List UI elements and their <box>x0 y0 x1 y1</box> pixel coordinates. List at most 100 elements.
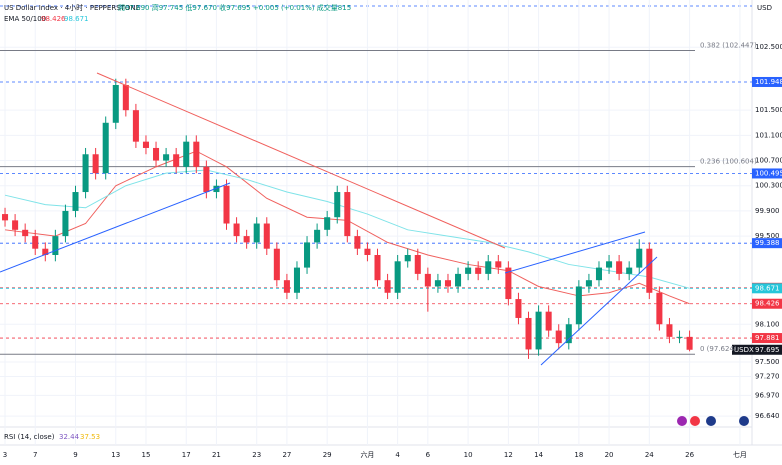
price-tag-label: 97.881 <box>755 334 780 342</box>
y-tick-label: 102.500 <box>755 43 782 51</box>
candle-body <box>555 330 562 344</box>
x-tick-label: 9 <box>73 451 77 459</box>
candle-body <box>595 267 603 281</box>
candle-body <box>12 220 19 230</box>
fib-label: 0 (97.624) <box>700 345 737 353</box>
tags-layer: 101.948100.49599.38898.67998.67198.42697… <box>732 76 782 355</box>
candle-body <box>193 141 200 167</box>
y-tick-label: 98.100 <box>755 320 780 328</box>
candle-body <box>646 248 653 293</box>
candle-body <box>374 255 381 281</box>
candle-body <box>414 255 421 274</box>
candle-body <box>606 261 613 268</box>
x-tick-label: 6 <box>426 451 431 459</box>
candle-body <box>2 214 9 221</box>
price-tag <box>752 298 782 309</box>
candle-body <box>263 223 270 249</box>
ema-label: EMA 50/100 <box>4 15 46 23</box>
y-tick-label: 99.500 <box>755 232 780 240</box>
price-tag <box>752 333 782 344</box>
candle-body <box>485 261 492 274</box>
event-icon[interactable] <box>690 416 700 426</box>
y-tick-label: 97.500 <box>755 358 780 366</box>
x-tick-label: 13 <box>111 451 120 459</box>
candle-body <box>72 192 79 211</box>
x-tick-label: 14 <box>534 451 543 459</box>
candle-body <box>616 261 623 274</box>
symbol-label: USDX <box>734 346 754 354</box>
candle-body <box>354 236 361 249</box>
marks-layer <box>2 78 693 359</box>
x-tick-label: 六月 <box>360 450 374 459</box>
event-icon[interactable] <box>706 416 716 426</box>
candle-body <box>293 267 300 293</box>
y-tick-label: 96.640 <box>755 412 780 420</box>
x-tick-label: 21 <box>212 451 221 459</box>
price-tag-label: 99.388 <box>755 239 780 247</box>
last-price-label: 97.695 <box>755 346 780 354</box>
candle-body <box>122 85 129 111</box>
event-icon[interactable] <box>677 416 687 426</box>
candle-body <box>153 147 160 161</box>
candle-body <box>132 110 139 142</box>
candle-body <box>444 280 451 287</box>
ema100-value: 98.671 <box>64 15 89 23</box>
candle-body <box>686 336 693 350</box>
symbol-tag <box>732 344 752 355</box>
y-tick-label: 101.500 <box>755 106 782 114</box>
price-tag-label: 98.426 <box>755 300 780 308</box>
candle-body <box>233 223 240 237</box>
ema-line <box>4 150 690 305</box>
x-tick-label: 24 <box>645 451 654 459</box>
fib-label: 0.382 (102.447) <box>700 42 757 50</box>
y-tick-label: 101.100 <box>755 131 782 139</box>
candle-body <box>32 236 39 249</box>
rsi-value: 32.44 <box>59 433 80 441</box>
candle-body <box>465 267 472 274</box>
price-tag-label: 101.948 <box>755 78 782 86</box>
candle-body <box>565 324 572 344</box>
candle-body <box>42 248 49 255</box>
y-tick-label: 100.300 <box>755 182 782 190</box>
candle-body <box>203 166 210 193</box>
x-tick-label: 12 <box>504 451 513 459</box>
candle-body <box>324 217 331 230</box>
candle-body <box>525 317 532 350</box>
y-tick-label: 96.970 <box>755 391 780 399</box>
header-ohlc: 開97.690 高97.745 低97.670 收97.695 +0.005 (… <box>118 3 351 12</box>
candle-body <box>666 324 673 337</box>
price-tag-label: 100.495 <box>755 169 782 177</box>
candle-body <box>183 141 190 167</box>
candle-body <box>283 280 290 293</box>
x-tick-label: 15 <box>142 451 151 459</box>
candle-body <box>626 267 633 274</box>
channel-lower <box>540 256 658 366</box>
candle-body <box>82 154 89 193</box>
candle-body <box>515 299 522 318</box>
candle-body <box>636 248 643 268</box>
y-tick-label: 100.700 <box>755 157 782 165</box>
x-tick-label: 17 <box>182 451 191 459</box>
candle-body <box>213 185 220 193</box>
price-tag <box>752 76 782 87</box>
candle-body <box>455 273 462 287</box>
candle-body <box>92 154 99 174</box>
y-tick-label: 99.900 <box>755 207 780 215</box>
candle-body <box>304 242 311 268</box>
candle-body <box>505 267 512 300</box>
candle-body <box>676 336 683 338</box>
last-price-tag <box>752 344 782 355</box>
candle-body <box>585 280 592 287</box>
candle-body <box>243 236 250 243</box>
header-title: US Dollar Index · 4小时 · PEPPERSTONE <box>4 3 140 12</box>
event-icon[interactable] <box>739 416 749 426</box>
candle-body <box>334 192 341 218</box>
ema50-value: 98.426 <box>41 15 66 23</box>
candle-body <box>394 261 401 293</box>
x-tick-label: 3 <box>3 451 7 459</box>
candle-body <box>424 273 431 287</box>
candle-body <box>22 229 29 237</box>
candle-body <box>545 311 552 331</box>
candle-body <box>173 154 180 167</box>
